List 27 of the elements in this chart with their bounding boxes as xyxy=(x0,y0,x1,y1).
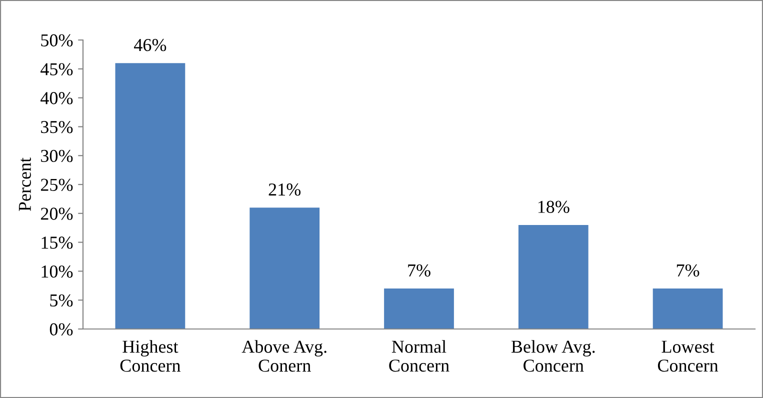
y-tick-label: 30% xyxy=(41,150,73,162)
data-label: 21% xyxy=(268,183,301,196)
bar xyxy=(250,208,320,329)
y-tick-label: 15% xyxy=(42,236,73,249)
y-tick-label: 35% xyxy=(41,120,73,134)
data-label: 46% xyxy=(134,38,166,52)
x-tick-label: Above Avg. Conern xyxy=(242,340,326,372)
y-tick-label: 5% xyxy=(50,294,73,307)
data-label: 18% xyxy=(538,200,570,214)
y-tick-label: 50% xyxy=(41,34,73,46)
bar xyxy=(115,63,186,329)
y-tick-label: 20% xyxy=(40,208,73,220)
y-tick-label: 25% xyxy=(40,178,73,191)
y-tick-label: 0% xyxy=(50,323,73,336)
bar xyxy=(652,288,723,329)
y-tick-label: 10% xyxy=(42,265,73,278)
data-label: 7% xyxy=(676,264,700,277)
x-tick-label: Lowest Concern xyxy=(658,340,718,372)
x-tick-label: Highest Concern xyxy=(120,340,181,372)
x-tick-label: Normal Concern xyxy=(389,340,450,372)
data-label: 7% xyxy=(408,264,430,277)
y-tick-label: 40% xyxy=(40,92,73,104)
y-axis-title: Percent xyxy=(18,158,31,212)
bar xyxy=(384,288,454,329)
x-tick-label: Below Avg. Concern xyxy=(511,340,595,372)
bar xyxy=(518,224,588,329)
y-tick-label: 45% xyxy=(40,63,73,76)
